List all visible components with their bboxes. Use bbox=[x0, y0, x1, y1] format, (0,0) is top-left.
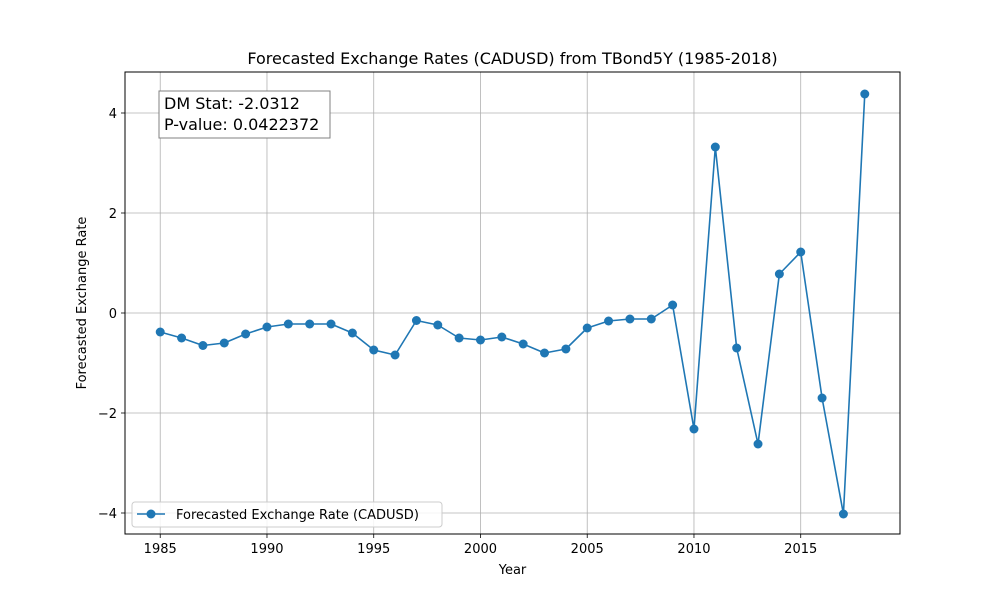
annotation-box bbox=[158, 90, 331, 139]
data-point bbox=[454, 333, 464, 343]
x-tick-label: 2015 bbox=[784, 542, 817, 557]
p-value-text: P-value: 0.0422372 bbox=[164, 115, 319, 134]
data-point bbox=[604, 316, 614, 326]
data-point bbox=[241, 329, 251, 339]
data-point bbox=[411, 316, 421, 325]
data-point bbox=[860, 89, 870, 99]
data-point bbox=[796, 247, 806, 257]
x-tick-label: 2005 bbox=[571, 542, 604, 557]
data-point bbox=[497, 332, 507, 342]
x-tick-label: 1995 bbox=[357, 542, 390, 557]
y-tick-label: −4 bbox=[98, 507, 117, 522]
data-point bbox=[625, 314, 635, 324]
data-point bbox=[369, 345, 379, 355]
ticks: 1985 1990 1995 2000 2005 2010 2015 −4 −2 0 2 4 bbox=[98, 107, 817, 557]
data-point bbox=[390, 350, 400, 360]
data-point bbox=[817, 393, 827, 403]
series-line bbox=[160, 93, 866, 515]
x-axis-label: Year bbox=[498, 563, 527, 578]
dm-stat-annotation: DM Stat: -2.0312 P-value: 0.0422372 bbox=[158, 90, 331, 139]
y-tick-label: 4 bbox=[109, 107, 117, 122]
data-point bbox=[283, 319, 293, 329]
data-point bbox=[838, 509, 848, 519]
legend-dot-marker bbox=[146, 509, 156, 519]
legend: Forecasted Exchange Rate (CADUSD) bbox=[131, 501, 443, 528]
legend-label: Forecasted Exchange Rate (CADUSD) bbox=[176, 508, 419, 523]
y-tick-label: −2 bbox=[98, 407, 117, 422]
data-point bbox=[582, 323, 592, 333]
data-point bbox=[518, 339, 528, 349]
dm-stat-text: DM Stat: -2.0312 bbox=[164, 94, 300, 113]
data-point bbox=[326, 319, 336, 329]
y-tick-label: 0 bbox=[109, 307, 117, 322]
data-point bbox=[774, 269, 784, 279]
data-point bbox=[198, 341, 208, 350]
legend-box bbox=[131, 501, 443, 528]
x-tick-label: 1990 bbox=[250, 542, 283, 557]
x-tick-label: 2000 bbox=[464, 542, 497, 557]
data-point bbox=[753, 439, 763, 449]
y-tick-label: 2 bbox=[109, 207, 117, 222]
data-point bbox=[305, 319, 315, 329]
data-point bbox=[561, 344, 571, 354]
data-point bbox=[177, 333, 187, 343]
data-point bbox=[262, 322, 272, 332]
data-point bbox=[155, 327, 165, 337]
y-axis-label: Forecasted Exchange Rate bbox=[75, 217, 90, 390]
plot-frame bbox=[124, 71, 901, 535]
data-point bbox=[668, 300, 678, 310]
data-point bbox=[219, 338, 229, 348]
x-tick-label: 1985 bbox=[144, 542, 177, 557]
data-point bbox=[689, 424, 699, 434]
data-point bbox=[433, 320, 443, 330]
series-layer bbox=[155, 89, 870, 519]
data-point bbox=[646, 314, 656, 324]
data-point bbox=[540, 348, 550, 358]
data-point bbox=[475, 335, 485, 345]
data-point bbox=[347, 328, 357, 338]
data-point bbox=[732, 343, 742, 353]
x-tick-label: 2010 bbox=[677, 542, 710, 557]
chart-title: Forecasted Exchange Rates (CADUSD) from … bbox=[247, 49, 777, 68]
data-point bbox=[710, 142, 720, 152]
